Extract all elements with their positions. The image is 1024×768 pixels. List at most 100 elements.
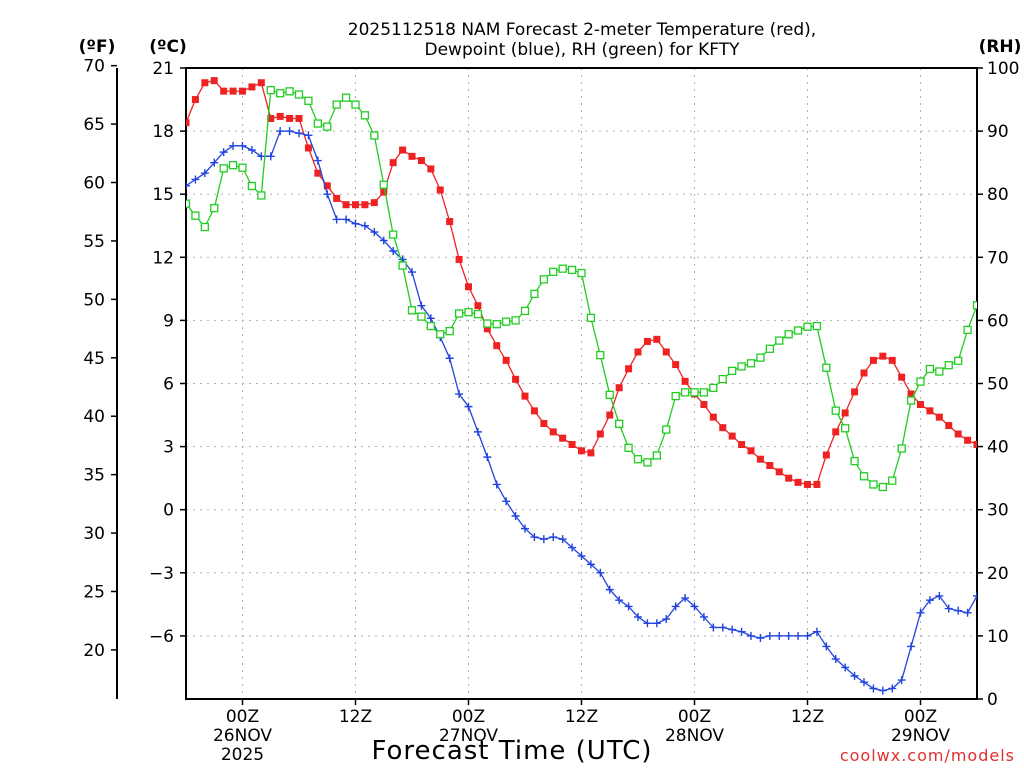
dewpoint-point [869, 684, 878, 693]
dewpoint-point [238, 141, 247, 150]
temperature-point [709, 413, 717, 421]
dewpoint-point [332, 215, 341, 224]
dewpoint-point [276, 127, 285, 136]
temperature-point [342, 201, 350, 209]
rh-point [191, 211, 200, 220]
dewpoint-point [568, 543, 577, 552]
dewpoint-point [888, 684, 897, 693]
rh-point [257, 191, 266, 200]
dewpoint-point [878, 686, 887, 695]
temperature-point [738, 440, 746, 448]
temperature-point [954, 430, 962, 438]
rh-point [511, 316, 520, 325]
dewpoint-point [502, 497, 511, 506]
temperature-point [785, 474, 793, 482]
rh-point [615, 419, 624, 429]
temperature-point [408, 152, 416, 160]
rh-point [304, 96, 313, 105]
celsius-tick-label: 3 [163, 438, 174, 458]
rh-point [539, 275, 548, 284]
x-tick-label: 29NOV [891, 726, 950, 746]
rh-tick-label: 10 [987, 627, 1009, 647]
dewpoint-point [360, 221, 369, 230]
temperature-point [634, 348, 642, 356]
celsius-tick-label: 9 [163, 311, 174, 331]
rh-point [520, 306, 530, 316]
temperature-point [549, 428, 557, 436]
temperature-point [917, 401, 924, 409]
temperature-point [615, 384, 623, 392]
dewpoint-point [803, 631, 812, 640]
dewpoint-point [511, 512, 520, 521]
dewpoint-point [935, 591, 944, 600]
temperature-point [361, 201, 369, 209]
dewpoint-point [671, 602, 680, 611]
dewpoint-point [973, 591, 977, 600]
rh-point [210, 203, 219, 213]
rh-point [426, 321, 435, 331]
rh-point [699, 388, 709, 397]
dewpoint-point [549, 533, 558, 542]
temperature-point [455, 255, 463, 263]
rh-point [728, 366, 737, 376]
rh-tick-label: 40 [987, 438, 1009, 458]
celsius-tick-label: 18 [152, 122, 174, 142]
temperature-point [822, 451, 830, 459]
temperature-point [869, 356, 877, 364]
temperature-line [186, 79, 977, 486]
rh-point [869, 480, 878, 489]
fahrenheit-tick-label: 45 [83, 349, 105, 369]
rh-point [266, 85, 275, 95]
rh-point [558, 264, 567, 273]
rh-point [718, 374, 727, 384]
temperature-point [879, 352, 887, 360]
temperature-point [907, 390, 915, 398]
temperature-point [483, 325, 491, 333]
temperature-point [417, 157, 425, 165]
dewpoint-point [794, 631, 803, 640]
dewpoint-point [370, 228, 379, 237]
rh-axis-unit: (RH) [979, 37, 1022, 57]
dewpoint-point [389, 246, 398, 255]
dewpoint-point [907, 642, 916, 651]
dewpoint-point [860, 678, 868, 687]
rh-point [822, 363, 831, 372]
temperature-point [719, 424, 727, 432]
temperature-point [756, 455, 764, 463]
rh-tick-label: 70 [987, 248, 1009, 268]
fahrenheit-tick-label: 70 [83, 57, 105, 77]
temperature-point [333, 194, 341, 202]
rh-point [812, 321, 822, 331]
rh-tick-label: 50 [987, 375, 1009, 395]
rh-point [332, 100, 341, 109]
rh-point [906, 396, 916, 405]
temperature-point [888, 356, 896, 364]
dewpoint-point [897, 676, 906, 685]
rh-point [549, 267, 558, 276]
rh-point [850, 456, 859, 466]
dewpoint-point [747, 631, 755, 640]
x-tick-label: 2025 [221, 745, 264, 765]
dewpoint-point [266, 152, 275, 161]
rh-point [313, 119, 322, 128]
rh-point [360, 111, 370, 120]
temperature-point [625, 365, 633, 373]
fahrenheit-tick-label: 55 [83, 232, 105, 252]
rh-point [379, 180, 388, 189]
x-tick-label: 12Z [791, 707, 824, 727]
dewpoint-point [963, 608, 972, 617]
temperature-point [672, 361, 680, 369]
dewpoint-point [483, 453, 492, 462]
rh-point [445, 326, 454, 336]
temperature-point [596, 430, 604, 438]
temperature-point [257, 79, 265, 87]
x-tick-label: 00Z [904, 707, 937, 727]
temperature-point [474, 302, 482, 310]
dewpoint-point [954, 606, 963, 615]
celsius-tick-label: 0 [163, 501, 174, 521]
rh-point [577, 268, 586, 278]
dewpoint-point [577, 551, 586, 560]
fahrenheit-tick-label: 40 [83, 407, 105, 427]
rh-point [605, 390, 614, 400]
